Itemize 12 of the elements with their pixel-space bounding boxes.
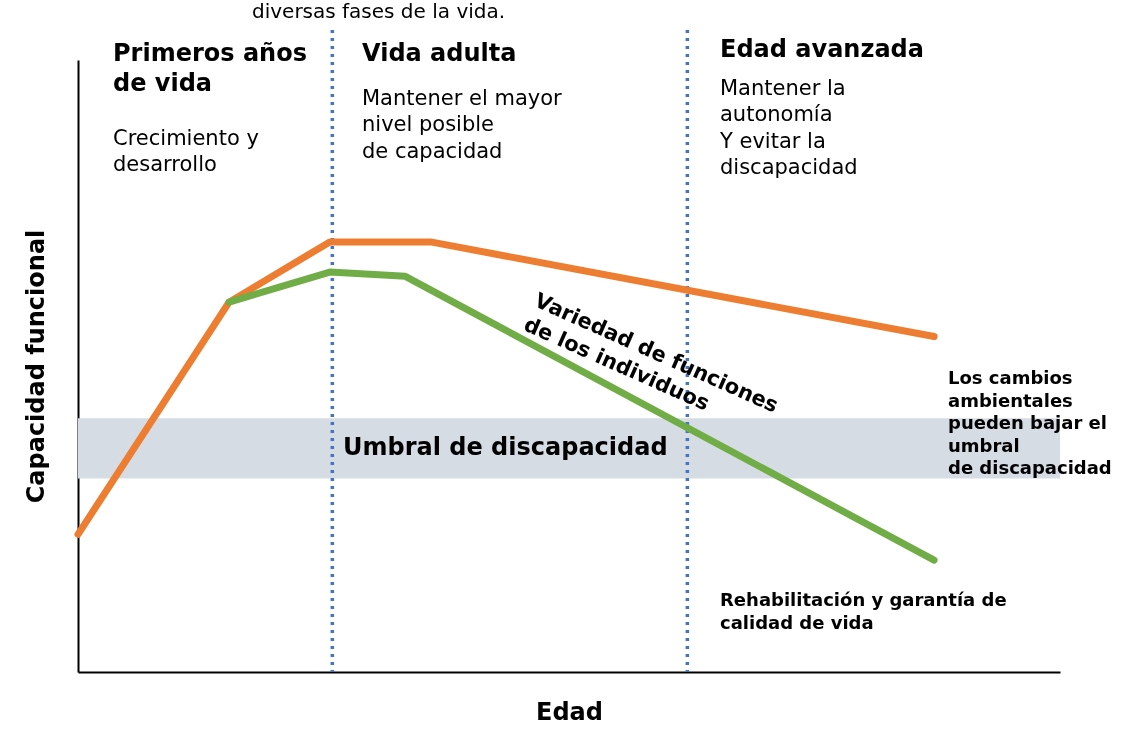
y-axis-title: Capacidad funcional [21, 229, 50, 504]
text: Edad avanzada [720, 35, 924, 63]
x-axis-title: Edad [536, 697, 603, 726]
chart-title: diversas fases de la vida. [252, 0, 506, 23]
annotation: Los cambios ambientales pueden bajar el umbral de discapacidad [948, 367, 1112, 478]
band-label: Umbral de discapacidad [343, 433, 668, 462]
text: Mantener la autonomía Y evitar la discapacidad [719, 76, 858, 179]
text: Primeros años de vida [113, 39, 307, 97]
annotation: Rehabilitación y garantía de calidad de vida [720, 589, 1007, 633]
text: Vida adulta [362, 39, 517, 67]
text: Mantener el mayor nivel posible de capacidad [362, 86, 563, 163]
text: Crecimiento y desarrollo [113, 126, 259, 177]
